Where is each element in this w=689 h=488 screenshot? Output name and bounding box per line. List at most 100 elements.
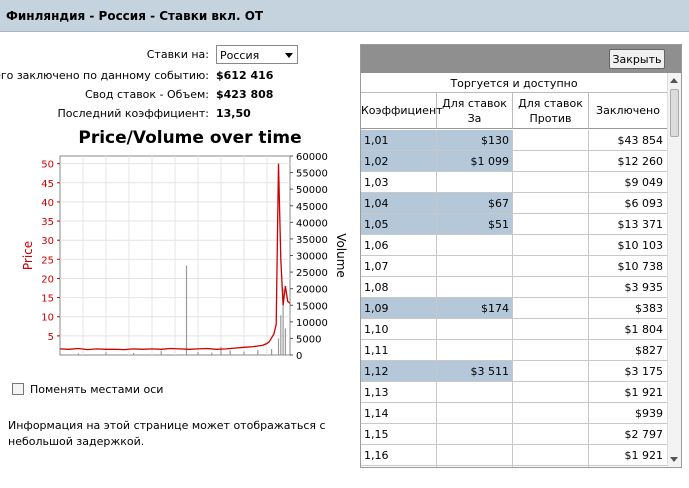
price-tick-label: 45 xyxy=(41,179,54,190)
column-for[interactable]: Для ставок За xyxy=(437,93,513,129)
table-scrollbar[interactable] xyxy=(667,73,681,467)
back-amount-cell[interactable] xyxy=(437,382,513,402)
table-row[interactable]: 1,15 $2 797 xyxy=(361,424,667,445)
back-amount-cell[interactable] xyxy=(437,256,513,276)
scroll-up-icon[interactable] xyxy=(670,78,678,83)
lay-amount-cell[interactable] xyxy=(513,151,589,171)
total-matched-row: Всего заключено по данному событию: $612… xyxy=(0,66,350,85)
lay-amount-cell[interactable] xyxy=(513,424,589,444)
matched-amount-cell: $1 804 xyxy=(624,323,664,336)
table-row[interactable]: 1,08 $3 935 xyxy=(361,277,667,298)
table-row[interactable]: 1,01 $130 $43 854 xyxy=(361,130,667,151)
lay-amount-cell[interactable] xyxy=(513,130,589,150)
odds-cell: 1,16 xyxy=(361,445,437,465)
odds-cell: 1,02 xyxy=(361,151,437,171)
last-odds-row: Последний коэффициент: 13,50 xyxy=(0,104,350,123)
column-against[interactable]: Для ставок Против xyxy=(513,93,589,129)
lay-amount-cell[interactable] xyxy=(513,319,589,339)
volume-tick-label: 30000 xyxy=(296,252,328,263)
lay-amount-cell[interactable] xyxy=(513,193,589,213)
volume-tick-label: 60000 xyxy=(296,152,328,163)
lay-amount-cell[interactable] xyxy=(513,172,589,192)
table-row[interactable]: 1,04 $67 $6 093 xyxy=(361,193,667,214)
back-amount-cell[interactable]: $130 xyxy=(437,130,513,150)
back-amount-cell[interactable]: $1 099 xyxy=(437,151,513,171)
table-row[interactable]: 1,12 $3 511 $3 175 xyxy=(361,361,667,382)
price-tick-label: 20 xyxy=(41,274,54,285)
back-amount-cell[interactable] xyxy=(437,403,513,423)
matched-amount-cell: $3 175 xyxy=(624,365,664,378)
table-row[interactable]: 1,05 $51 $13 371 xyxy=(361,214,667,235)
table-row[interactable]: 1,02 $1 099 $12 260 xyxy=(361,151,667,172)
lay-amount-cell[interactable] xyxy=(513,403,589,423)
lay-amount-cell[interactable] xyxy=(513,235,589,255)
column-odds[interactable]: Коэффициент xyxy=(361,93,443,129)
odds-cell: 1,09 xyxy=(361,298,437,318)
table-row[interactable]: 1,10 $1 804 xyxy=(361,319,667,340)
lay-amount-cell[interactable] xyxy=(513,214,589,234)
lay-amount-cell[interactable] xyxy=(513,382,589,402)
back-amount-cell[interactable] xyxy=(437,277,513,297)
table-row[interactable]: 1,09 $174 $383 xyxy=(361,298,667,319)
table-row[interactable]: 1,14 $939 xyxy=(361,403,667,424)
table-row[interactable]: 1,07 $10 738 xyxy=(361,256,667,277)
back-amount-cell[interactable] xyxy=(437,445,513,465)
lay-amount-cell[interactable] xyxy=(513,466,589,467)
last-odds-label: Последний коэффициент: xyxy=(57,107,209,120)
chart-svg: 5 10 15 20 25 30 35 40 45 50 0 5000 10000 15000 20000 2… xyxy=(21,152,348,362)
odds-cell: 1,06 xyxy=(361,235,437,255)
table-row[interactable]: 1,11 $827 xyxy=(361,340,667,361)
selection-value: Россия xyxy=(220,49,260,62)
volume-tick-label: 45000 xyxy=(296,202,328,213)
back-amount-cell[interactable] xyxy=(437,424,513,444)
close-button[interactable]: Закрыть xyxy=(609,49,665,69)
back-amount-cell[interactable] xyxy=(437,235,513,255)
total-matched-label: Всего заключено по данному событию: xyxy=(0,69,209,82)
volume-value: $423 808 xyxy=(216,88,274,101)
swap-axes-checkbox[interactable] xyxy=(12,383,24,395)
lay-amount-cell[interactable] xyxy=(513,361,589,381)
scroll-down-icon[interactable] xyxy=(670,457,678,462)
back-amount-cell[interactable]: $67 xyxy=(437,193,513,213)
back-amount-cell[interactable] xyxy=(437,340,513,360)
column-matched[interactable]: Заключено xyxy=(589,93,667,129)
matched-amount-cell: $1 921 xyxy=(624,449,664,462)
table-row[interactable]: 1,06 $10 103 xyxy=(361,235,667,256)
lay-amount-cell[interactable] xyxy=(513,277,589,297)
odds-cell: 1,12 xyxy=(361,361,437,381)
back-amount-cell[interactable]: $174 xyxy=(437,298,513,318)
table-row[interactable]: 1,17 $1 005 xyxy=(361,466,667,467)
lay-amount-cell[interactable] xyxy=(513,340,589,360)
table-row[interactable]: 1,16 $1 921 xyxy=(361,445,667,466)
chevron-down-icon xyxy=(285,53,293,58)
volume-label: Свод ставок - Объем: xyxy=(85,88,209,101)
odds-cell: 1,14 xyxy=(361,403,437,423)
total-matched-value: $612 416 xyxy=(216,69,274,82)
matched-amount-cell: $10 738 xyxy=(617,260,664,273)
scroll-thumb[interactable] xyxy=(670,89,679,137)
last-odds-value: 13,50 xyxy=(216,107,251,120)
volume-row: Свод ставок - Объем: $423 808 xyxy=(0,85,350,104)
selection-dropdown[interactable]: Россия xyxy=(216,45,298,64)
back-amount-cell[interactable] xyxy=(437,172,513,192)
matched-amount-cell: $9 049 xyxy=(624,176,664,189)
odds-cell: 1,01 xyxy=(361,130,437,150)
matched-amount-cell: $43 854 xyxy=(617,134,664,147)
price-tick-label: 25 xyxy=(41,255,54,266)
back-amount-cell[interactable] xyxy=(437,319,513,339)
back-amount-cell[interactable] xyxy=(437,466,513,467)
bets-on-label: Ставки на: xyxy=(146,48,209,61)
back-amount-cell[interactable]: $3 511 xyxy=(437,361,513,381)
table-row[interactable]: 1,13 $1 921 xyxy=(361,382,667,403)
matched-amount-cell: $13 371 xyxy=(617,218,664,231)
odds-cell: 1,03 xyxy=(361,172,437,192)
price-volume-chart: 5 10 15 20 25 30 35 40 45 50 0 5000 10000 15000 20000 2… xyxy=(0,148,350,370)
lay-amount-cell[interactable] xyxy=(513,256,589,276)
table-row[interactable]: 1,03 $9 049 xyxy=(361,172,667,193)
volume-tick-label: 50000 xyxy=(296,185,328,196)
lay-amount-cell[interactable] xyxy=(513,445,589,465)
odds-cell: 1,15 xyxy=(361,424,437,444)
matched-amount-cell: $1 005 xyxy=(589,466,667,467)
lay-amount-cell[interactable] xyxy=(513,298,589,318)
back-amount-cell[interactable]: $51 xyxy=(437,214,513,234)
